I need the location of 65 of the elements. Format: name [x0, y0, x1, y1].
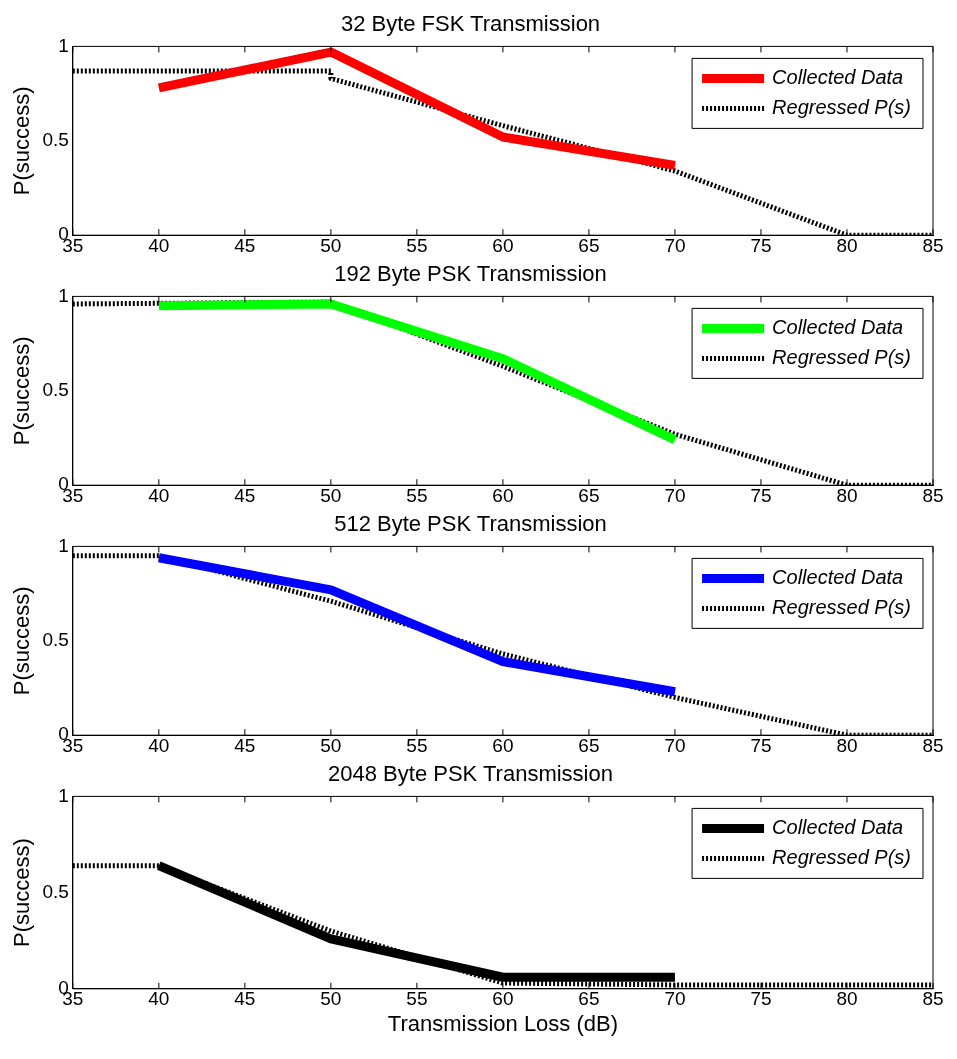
x-tick-label: 45 [234, 988, 256, 1010]
y-axis-title: P(success) [9, 86, 35, 196]
x-tick-label: 65 [578, 234, 600, 256]
chart-title: 512 Byte PSK Transmission [334, 511, 607, 537]
x-tick-label: 60 [492, 988, 514, 1010]
x-tick-label: 40 [148, 234, 170, 256]
y-axis-title: P(success) [9, 838, 35, 947]
x-tick-label: 65 [578, 484, 600, 506]
y-axis-title: P(success) [9, 586, 35, 696]
chart-title: 192 Byte PSK Transmission [334, 261, 607, 287]
y-axis-title: P(success) [9, 336, 35, 446]
x-tick-label: 55 [406, 484, 428, 506]
legend-label: Collected Data [772, 815, 904, 838]
x-tick-label: 50 [320, 734, 342, 756]
x-tick-label: 65 [578, 988, 600, 1010]
x-tick-label: 75 [750, 484, 772, 506]
x-tick-label: 80 [836, 484, 858, 506]
x-tick-label: 85 [922, 484, 944, 506]
x-tick-label: 65 [578, 734, 600, 756]
x-tick-label: 75 [750, 988, 772, 1010]
x-tick-label: 70 [664, 988, 686, 1010]
x-tick-label: 60 [492, 734, 514, 756]
x-tick-label: 45 [234, 734, 256, 756]
x-tick-label: 40 [148, 484, 170, 506]
legend-label: Regressed P(s) [772, 595, 911, 618]
x-axis-title: Transmission Loss (dB) [387, 1010, 619, 1036]
y-tick-label: 1 [58, 784, 69, 806]
x-tick-label: 45 [234, 484, 256, 506]
x-tick-label: 80 [836, 234, 858, 256]
x-tick-label: 75 [750, 234, 772, 256]
legend-label: Collected Data [772, 65, 904, 88]
chart-title: 32 Byte FSK Transmission [340, 11, 601, 37]
legend-label: Collected Data [772, 565, 904, 588]
legend-label: Regressed P(s) [772, 845, 911, 868]
y-tick-label: 0.5 [42, 880, 69, 902]
x-tick-label: 70 [664, 234, 686, 256]
x-tick-label: 50 [320, 988, 342, 1010]
x-tick-label: 40 [148, 734, 170, 756]
x-tick-label: 85 [922, 988, 944, 1010]
y-tick-label: 0.5 [42, 629, 69, 651]
x-tick-label: 50 [320, 484, 342, 506]
x-tick-label: 80 [836, 988, 858, 1010]
x-tick-label: 50 [320, 234, 342, 256]
x-tick-label: 75 [750, 734, 772, 756]
x-tick-label: 85 [922, 234, 944, 256]
x-tick-label: 60 [492, 234, 514, 256]
x-tick-label: 60 [492, 484, 514, 506]
x-tick-label: 70 [664, 484, 686, 506]
y-tick-label: 0.5 [42, 379, 69, 401]
x-tick-label: 40 [148, 988, 170, 1010]
y-tick-label: 0.5 [42, 129, 69, 151]
x-tick-label: 85 [922, 734, 944, 756]
x-tick-label: 45 [234, 234, 256, 256]
y-tick-label: 1 [58, 284, 69, 306]
legend-label: Regressed P(s) [772, 345, 911, 368]
legend-label: Regressed P(s) [772, 95, 911, 118]
x-tick-label: 70 [664, 734, 686, 756]
legend-label: Collected Data [772, 315, 904, 338]
y-tick-label: 1 [58, 34, 69, 56]
x-tick-label: 55 [406, 234, 428, 256]
chart-title: 2048 Byte PSK Transmission [328, 761, 613, 787]
x-tick-label: 55 [406, 734, 428, 756]
x-tick-label: 80 [836, 734, 858, 756]
x-tick-label: 55 [406, 988, 428, 1010]
y-tick-label: 1 [58, 534, 69, 556]
